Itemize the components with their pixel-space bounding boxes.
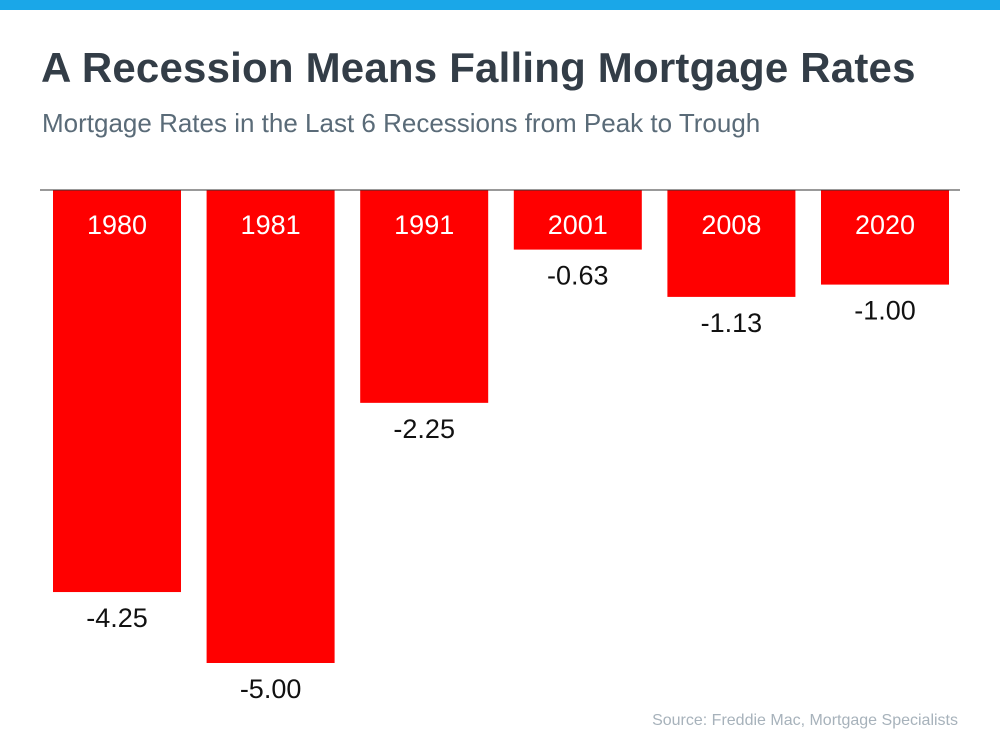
bar-category-label-1991: 1991 — [394, 210, 454, 240]
bar-category-label-2001: 2001 — [548, 210, 608, 240]
bar-2020 — [821, 190, 949, 285]
bar-category-label-2020: 2020 — [855, 210, 915, 240]
chart-title: A Recession Means Falling Mortgage Rates — [41, 44, 916, 91]
bar-value-label-2020: -1.00 — [854, 296, 916, 326]
source-note: Source: Freddie Mac, Mortgage Specialist… — [652, 712, 958, 729]
bar-value-label-1981: -5.00 — [240, 674, 302, 704]
bar-value-label-2008: -1.13 — [701, 308, 763, 338]
bar-value-label-2001: -0.63 — [547, 261, 609, 291]
chart-subtitle: Mortgage Rates in the Last 6 Recessions … — [42, 108, 761, 138]
bar-2008 — [667, 190, 796, 297]
bar-1991 — [360, 190, 489, 403]
bar-category-label-2008: 2008 — [701, 210, 761, 240]
top-accent-bar — [0, 0, 1000, 10]
bar-1981 — [206, 190, 335, 663]
bar-2001 — [513, 190, 642, 250]
bar-value-label-1980: -4.25 — [86, 603, 148, 633]
bar-1980 — [53, 190, 181, 593]
bar-category-label-1980: 1980 — [87, 210, 147, 240]
bar-value-label-1991: -2.25 — [393, 414, 455, 444]
bar-category-label-1981: 1981 — [241, 210, 301, 240]
